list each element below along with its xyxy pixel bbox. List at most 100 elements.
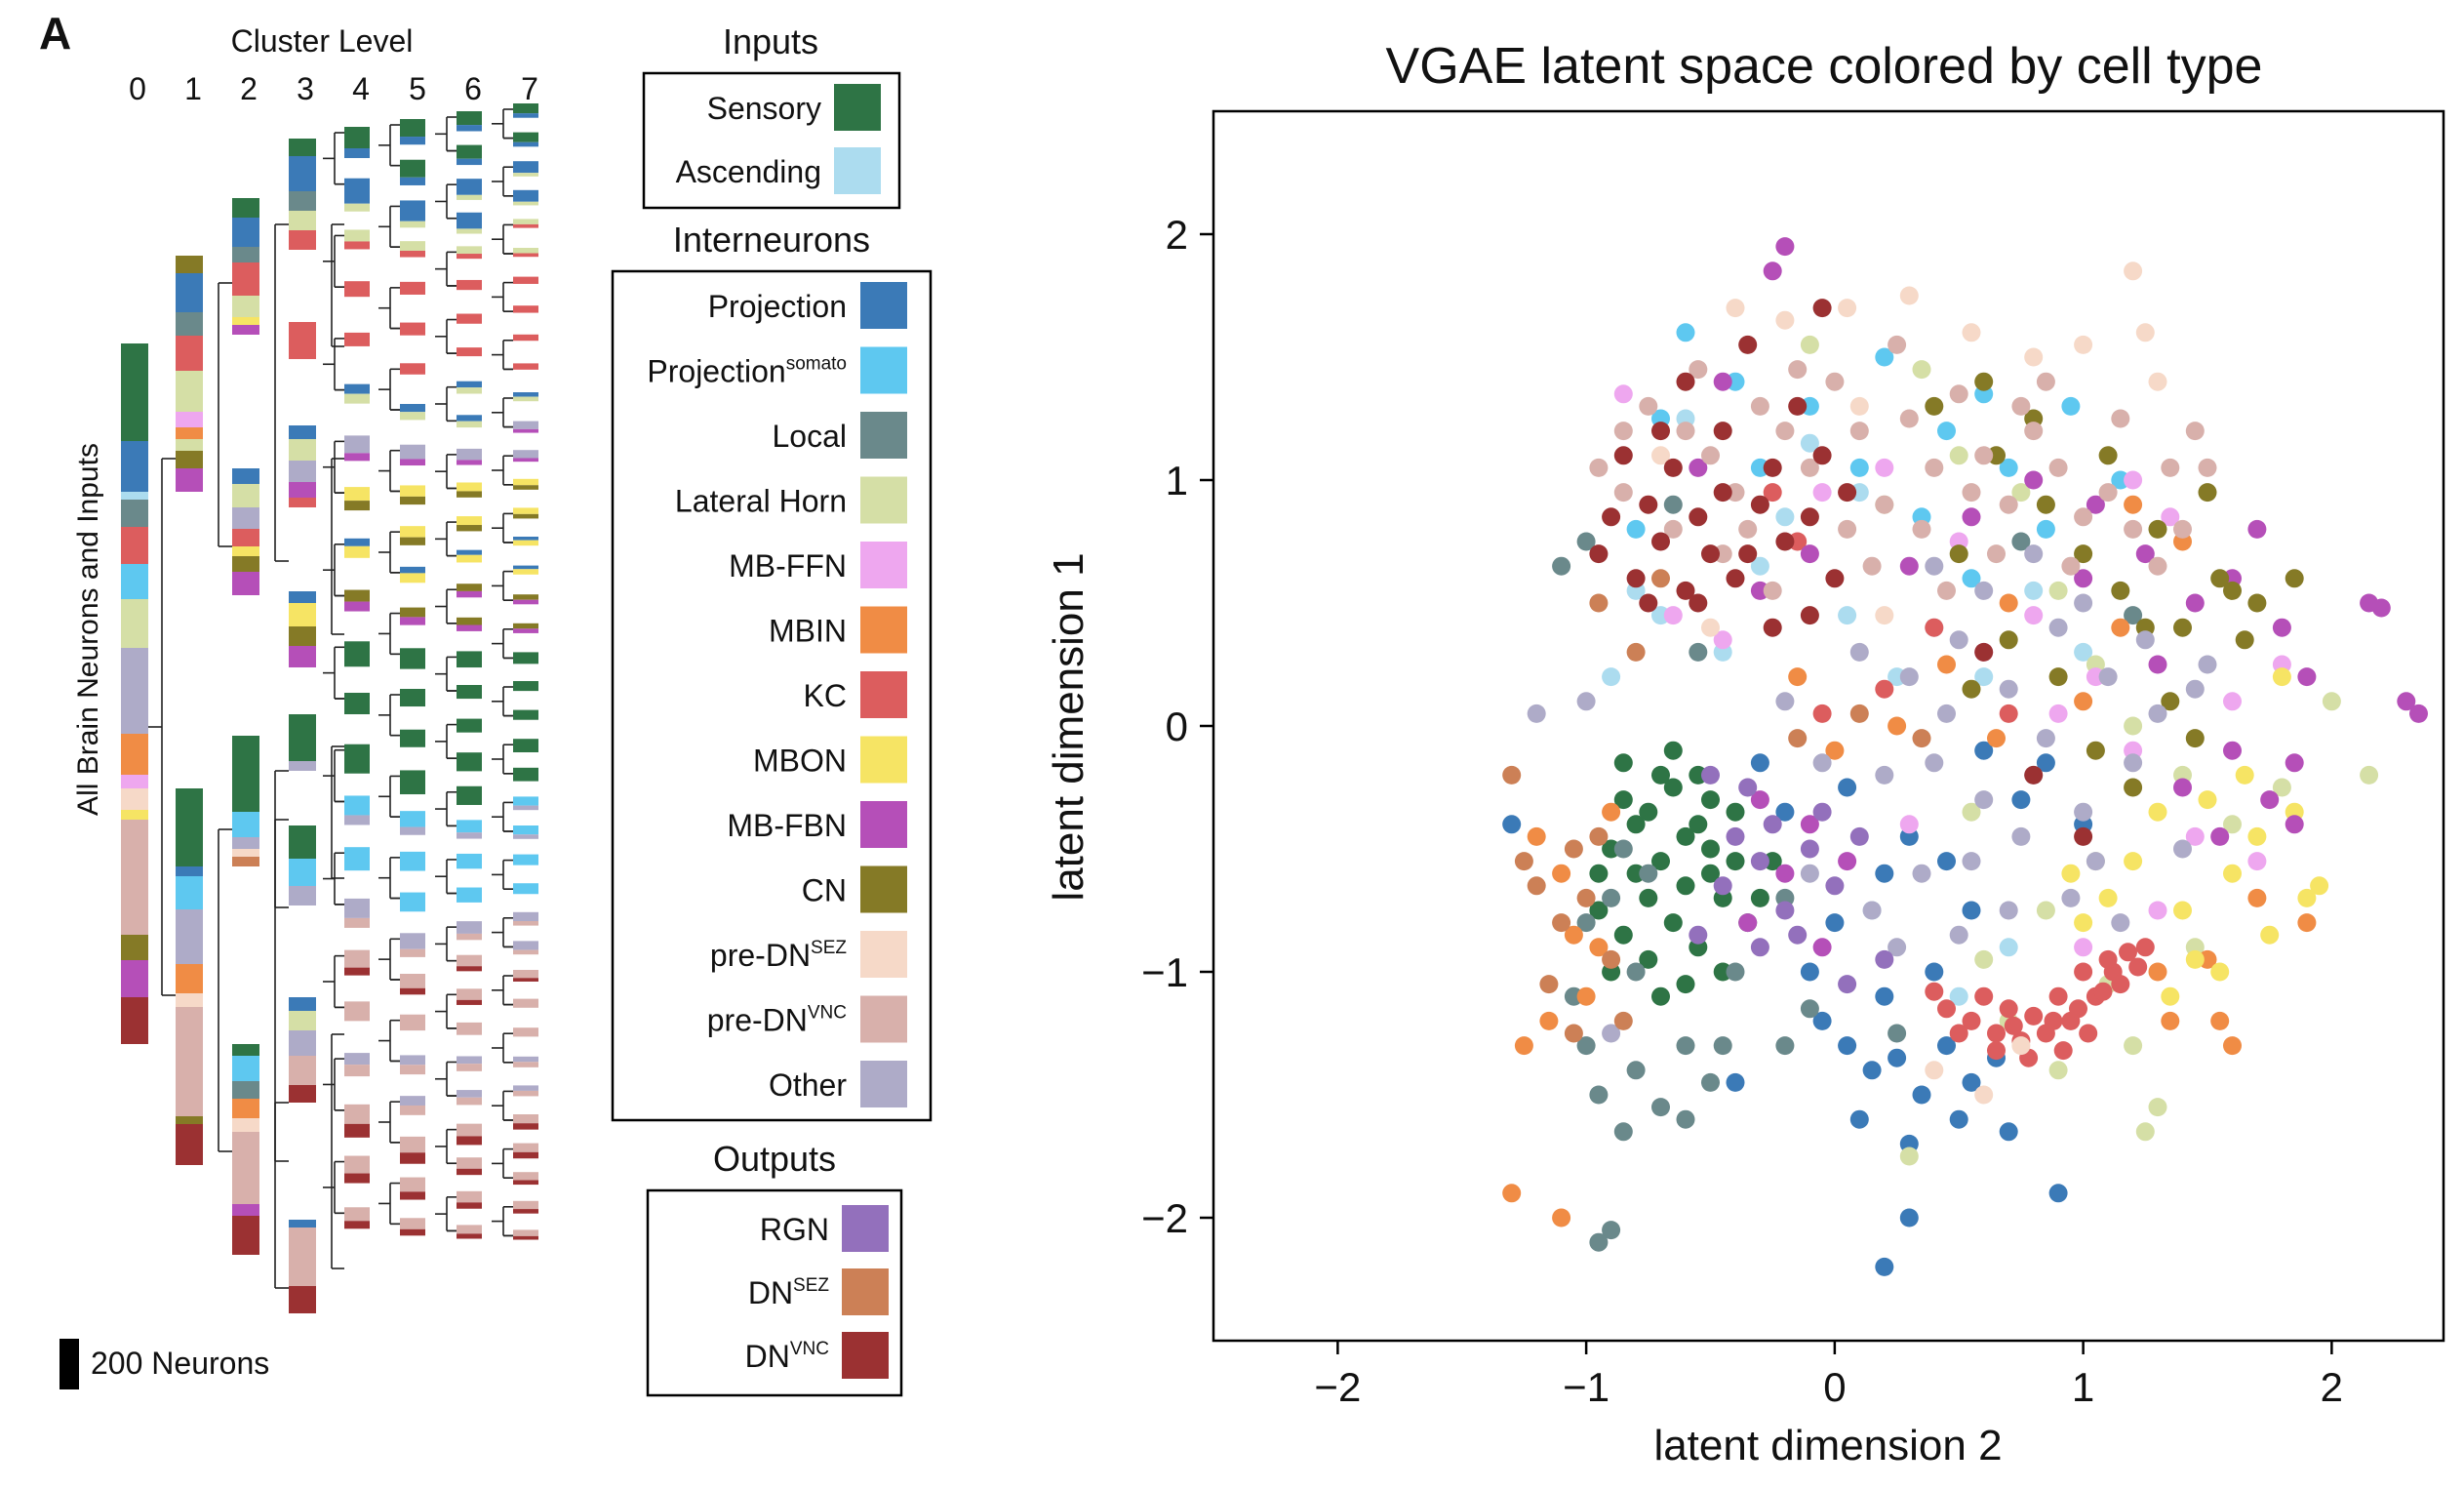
cluster-bar-level-0 <box>121 997 148 1044</box>
scatter-point <box>1999 495 2018 514</box>
cluster-bar-level-4 <box>344 949 370 968</box>
cluster-bar-level-7 <box>513 834 538 839</box>
cluster-bar-level-4 <box>344 1221 370 1229</box>
cluster-bar-level-3 <box>289 211 316 230</box>
cluster-bar-level-7 <box>513 1056 538 1063</box>
scatter-point <box>2223 864 2242 883</box>
legend-item-label: pre-DNSEZ <box>710 938 847 973</box>
scatter-point <box>2098 667 2118 687</box>
scatter-point <box>1775 802 1795 822</box>
cluster-bar-level-2 <box>232 247 259 262</box>
scatter-point <box>1576 986 1596 1006</box>
scatter-point <box>1527 704 1546 723</box>
scatter-point <box>1949 925 1968 945</box>
scatter-point <box>1763 458 1782 477</box>
scatter-point <box>1763 815 1782 834</box>
cluster-bar-level-7 <box>513 248 538 254</box>
scatter-point <box>1613 925 1633 945</box>
cluster-bar-level-6 <box>457 525 482 532</box>
scatter-point <box>2011 826 2031 846</box>
scatter-point <box>1502 1184 1522 1203</box>
scatter-point <box>1738 778 1758 797</box>
scatter-point <box>1676 876 1695 896</box>
scatter-point <box>1639 593 1658 613</box>
scatter-point <box>2048 581 2068 600</box>
cluster-bar-level-4 <box>344 898 370 918</box>
scatter-point <box>1564 925 1583 945</box>
scatter-point <box>2210 962 2230 982</box>
cluster-bar-level-3 <box>289 603 316 626</box>
scatter-point <box>2111 618 2130 637</box>
cluster-bar-level-5 <box>400 444 425 460</box>
cluster-bar-level-1 <box>176 273 203 312</box>
plot-frame <box>1212 109 2445 1343</box>
cluster-bar-level-1 <box>176 427 203 439</box>
scatter-point <box>2161 458 2180 477</box>
cluster-level-labels: 0 1 2 3 4 5 6 7 <box>129 71 538 106</box>
scatter-point <box>1738 913 1758 933</box>
scatter-point <box>1589 1232 1609 1252</box>
scatter-point <box>1613 483 1633 503</box>
scatter-point <box>1875 949 1894 969</box>
scatter-point <box>1962 852 1981 871</box>
cluster-level-label: 7 <box>521 71 538 106</box>
scatter-point <box>2124 519 2143 539</box>
cluster-bar-level-5 <box>400 250 425 258</box>
cluster-bar-level-3 <box>289 886 316 905</box>
scatter-point <box>1527 826 1546 846</box>
cluster-bar-level-3 <box>289 482 316 498</box>
cluster-bar-level-6 <box>457 590 482 598</box>
cluster-bar-level-7 <box>513 276 538 284</box>
scatter-point <box>1775 864 1795 883</box>
scatter-point <box>2079 1024 2098 1043</box>
scatter-point <box>2036 372 2055 391</box>
cluster-bar-level-4 <box>344 1104 370 1124</box>
scatter-point <box>1763 483 1782 503</box>
cluster-bar-level-7 <box>513 485 538 490</box>
cluster-bar-level-7 <box>513 478 538 486</box>
scatter-point <box>1701 544 1720 564</box>
cluster-bar-level-7 <box>513 883 538 895</box>
scatter-point <box>1888 716 1907 736</box>
cluster-bar-level-3 <box>289 191 316 211</box>
cluster-bar-level-5 <box>400 948 425 957</box>
scatter-point <box>1539 975 1559 994</box>
scatter-point <box>1999 679 2018 699</box>
scatter-point <box>1849 642 1869 662</box>
scatter-point <box>1639 888 1658 907</box>
cluster-bar-level-7 <box>513 1062 538 1067</box>
cluster-bar-level-7 <box>513 458 538 463</box>
cluster-bar-level-7 <box>513 652 538 664</box>
scatter-point <box>2135 544 2155 564</box>
scatter-point <box>2148 372 2167 391</box>
cluster-bar-level-5 <box>400 933 425 949</box>
scatter-point <box>1589 593 1609 613</box>
scatter-point <box>2185 679 2205 699</box>
scatter-point <box>1763 618 1782 637</box>
cluster-bar-level-7 <box>513 1123 538 1130</box>
scatter-point <box>1838 299 1857 318</box>
cluster-bar-level-2 <box>232 1056 259 1081</box>
scatter-point <box>2322 692 2341 711</box>
scatter-point <box>2069 999 2087 1019</box>
scatter-point <box>2135 1122 2155 1142</box>
cluster-bar-level-7 <box>513 305 538 313</box>
cluster-bar-level-6 <box>457 1123 482 1137</box>
cluster-bar-level-5 <box>400 1096 425 1106</box>
cluster-bar-level-7 <box>513 540 538 546</box>
cluster-bar-level-5 <box>400 826 425 835</box>
x-axis-label: latent dimension 2 <box>1653 1422 2002 1469</box>
cluster-bar-level-0 <box>121 492 148 500</box>
cluster-bar-level-7 <box>513 334 538 342</box>
cluster-bar-level-4 <box>344 1065 370 1077</box>
scatter-point <box>1937 704 1956 723</box>
legend-item-label: Other <box>769 1067 847 1103</box>
scatter-point <box>1825 876 1845 896</box>
scatter-point <box>1949 986 1968 1006</box>
scatter-point <box>2098 949 2118 969</box>
scatter-point <box>1800 544 1819 564</box>
cluster-bar-level-6 <box>457 212 482 229</box>
scatter-point <box>2111 913 2130 933</box>
cluster-bar-level-1 <box>176 788 203 866</box>
scatter-point <box>2198 790 2217 810</box>
